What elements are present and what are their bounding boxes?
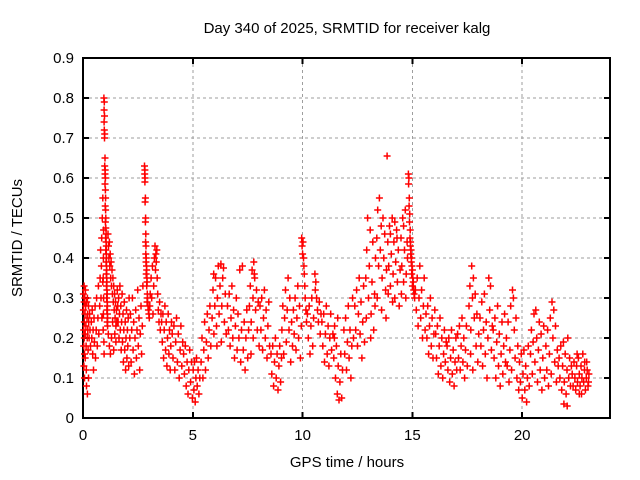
y-tick-label: 0.7	[53, 130, 74, 147]
gridlines	[83, 58, 610, 418]
y-tick-label: 0.8	[53, 90, 74, 107]
y-tick-label: 0.5	[53, 210, 74, 227]
y-axis-label: SRMTID / TECUs	[9, 179, 26, 297]
scatter-points-srmtid	[79, 94, 593, 410]
y-tick-label: 0.2	[53, 330, 74, 347]
y-tick-label: 0.6	[53, 170, 74, 187]
y-tick-label: 0.3	[53, 290, 74, 307]
tick-labels: 0 5 10 15 20 0 0.1 0.2 0.3 0.4 0.5 0.6 0.7 0.8 0.9	[53, 50, 530, 444]
axis-ticks	[82, 57, 610, 419]
x-tick-label: 0	[79, 427, 87, 444]
y-tick-label: 0.1	[53, 370, 74, 387]
y-tick-label: 0.4	[53, 250, 74, 267]
y-tick-label: 0	[66, 410, 74, 427]
x-tick-label: 10	[294, 427, 311, 444]
x-axis-label: GPS time / hours	[290, 454, 404, 471]
plot-border	[82, 57, 611, 419]
x-tick-label: 20	[514, 427, 531, 444]
x-tick-label: 15	[404, 427, 421, 444]
chart-title: Day 340 of 2025, SRMTID for receiver kal…	[204, 20, 491, 37]
x-tick-label: 5	[189, 427, 197, 444]
y-tick-label: 0.9	[53, 50, 74, 67]
